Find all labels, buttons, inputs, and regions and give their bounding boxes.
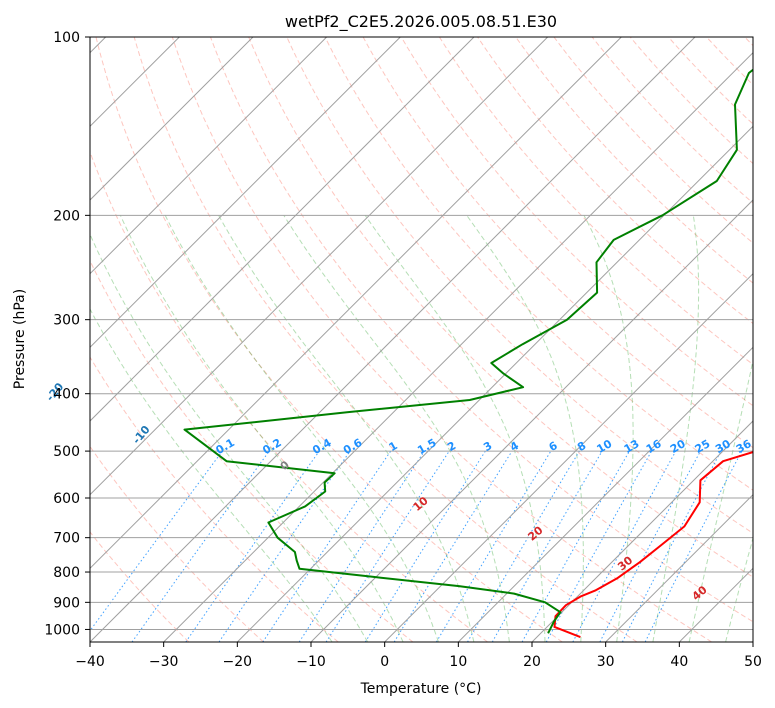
dewpoint-profile-line <box>183 68 753 634</box>
mixing-ratio-line <box>393 450 513 642</box>
moist-adiabat-line <box>725 536 753 642</box>
mixing-ratio-line <box>572 450 677 642</box>
moist-adiabat-line <box>164 215 439 642</box>
dry-adiabat-line <box>171 37 712 642</box>
isotherm-line <box>90 37 622 570</box>
mixing-ratio-line <box>521 450 630 642</box>
mixing-ratio-line <box>90 450 223 632</box>
moist-adiabat-line <box>90 308 333 642</box>
mixing-ratio-line <box>435 450 552 642</box>
dry-adiabat-line <box>210 37 753 623</box>
mixing-ratio-line <box>325 450 450 642</box>
moist-adiabat-line <box>364 215 546 642</box>
moist-adiabat-line <box>218 215 475 642</box>
x-axis-label: Temperature (°C) <box>360 681 482 697</box>
moist-adiabat-line <box>90 233 369 642</box>
y-tick-label: 400 <box>53 387 80 403</box>
isotherm-line <box>605 493 753 642</box>
mixing-ratio-line <box>364 450 486 642</box>
isotherm-line <box>90 37 328 275</box>
isotherm-line <box>163 51 753 642</box>
mixing-ratio-line <box>185 450 320 642</box>
isotherm-line <box>236 125 753 642</box>
x-tick-label: 40 <box>670 654 688 670</box>
moist-adiabat-line <box>583 215 634 642</box>
moist-adiabat-line <box>652 215 700 642</box>
x-tick-label: 30 <box>597 654 615 670</box>
y-tick-label: 500 <box>53 444 80 460</box>
dry-adiabat-line <box>286 37 753 534</box>
isotherm-line <box>384 272 753 642</box>
moist-adiabat-line <box>119 215 404 642</box>
y-tick-label: 100 <box>53 30 80 46</box>
dry-adiabat-line <box>90 259 414 642</box>
grid <box>90 37 753 642</box>
isotherm-line <box>90 37 254 201</box>
y-tick-label: 900 <box>53 595 80 611</box>
isotherm-line <box>90 37 475 422</box>
y-tick-label: 700 <box>53 531 80 547</box>
x-axis: −40 −30 −20 −10 0 10 20 30 40 50 <box>75 642 762 670</box>
moist-adiabat-line <box>466 215 584 642</box>
plot-frame <box>89 36 754 643</box>
isotherm-line <box>457 346 753 642</box>
x-tick-label: 10 <box>449 654 467 670</box>
mixing-ratio-line <box>218 450 351 642</box>
mixing-ratio-line <box>131 450 270 642</box>
dry-adiabat-line <box>438 37 753 365</box>
y-tick-label: 200 <box>53 208 80 224</box>
mixing-ratio-line <box>491 450 603 642</box>
x-tick-label: 0 <box>380 654 389 670</box>
moist-adiabat-line <box>688 358 753 642</box>
x-tick-label: −10 <box>296 654 326 670</box>
dry-adiabat-line <box>90 531 190 642</box>
dry-adiabat-line <box>90 150 488 642</box>
dry-adiabat-line <box>477 37 753 325</box>
temperature-profile-line <box>553 450 753 639</box>
chart-title: wetPf2_C2E5.2026.005.08.51.E30 <box>285 12 557 32</box>
moist-adiabat-line <box>283 215 510 642</box>
y-axis-label: Pressure (hPa) <box>12 289 28 389</box>
isotherm-line <box>531 420 753 642</box>
y-tick-label: 1000 <box>44 622 80 638</box>
dry-adiabat-line <box>324 37 753 491</box>
y-tick-label: 300 <box>53 313 80 329</box>
dry-adiabat-line <box>400 37 753 407</box>
sounding-series <box>183 68 753 639</box>
isotherm-line <box>90 37 696 642</box>
x-tick-label: 20 <box>523 654 541 670</box>
x-tick-label: −30 <box>149 654 179 670</box>
dry-adiabat-line <box>553 37 753 244</box>
isotherm-line <box>90 37 549 496</box>
y-axis: 100 200 300 400 500 600 700 800 900 1000 <box>44 30 90 638</box>
mixing-ratio-line <box>467 450 580 642</box>
isotherm-line <box>310 199 753 642</box>
dry-adiabat-line <box>248 37 753 578</box>
y-tick-label: 800 <box>53 565 80 581</box>
isotherm-line <box>90 37 401 349</box>
dry-adiabat-line <box>133 37 638 642</box>
dry-adiabat-line <box>591 37 753 204</box>
dry-adiabat-line <box>95 37 563 642</box>
x-tick-label: −20 <box>223 654 253 670</box>
x-tick-label: 50 <box>744 654 762 670</box>
y-tick-label: 600 <box>53 491 80 507</box>
dry-adiabat-line <box>90 356 339 642</box>
x-tick-label: −40 <box>75 654 105 670</box>
